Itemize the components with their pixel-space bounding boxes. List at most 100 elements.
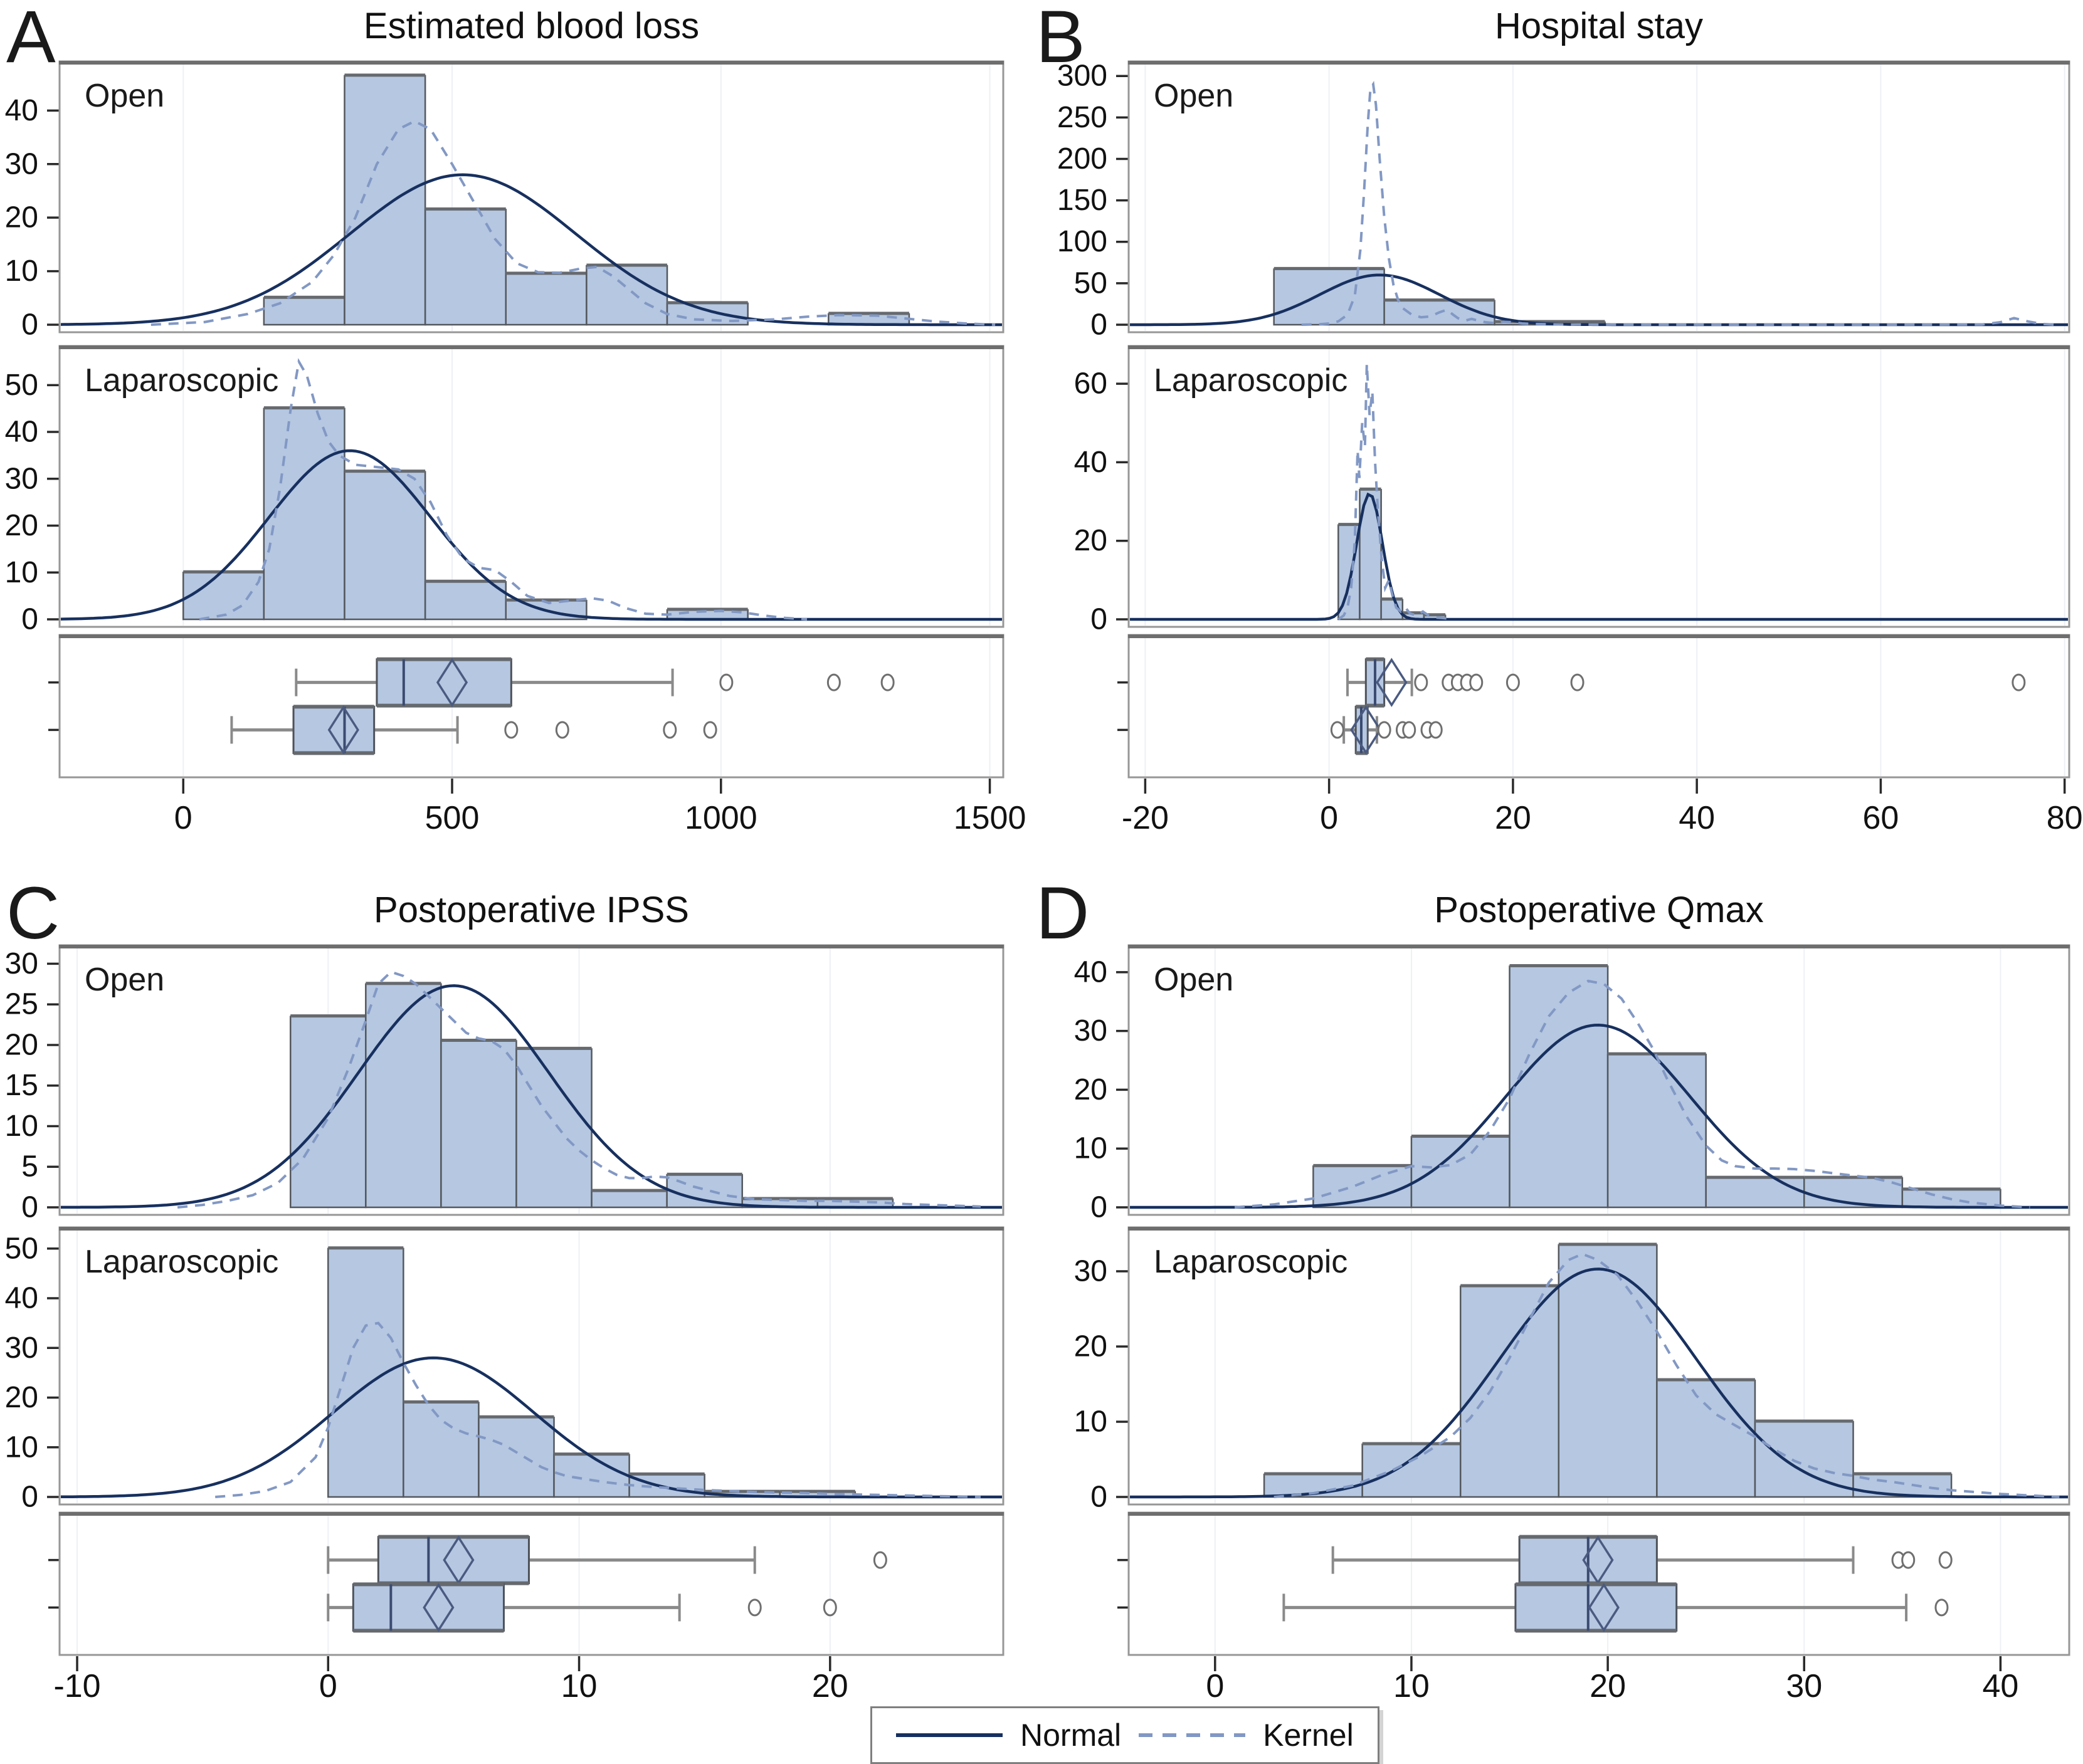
facet-a-open: 0 10 20 30 40 Open <box>5 60 1005 342</box>
y-tick-label: 40 <box>1074 955 1107 989</box>
x-tick-label: 0 <box>174 800 192 836</box>
outlier-point <box>504 721 519 739</box>
y-tick-label: 50 <box>1074 266 1107 300</box>
boxpanel-b <box>1117 634 2070 779</box>
x-tick-label: 0 <box>1320 800 1338 836</box>
y-tick-label: 300 <box>1057 60 1107 93</box>
mean-diamond-icon <box>423 1583 455 1632</box>
legend-normal-label: Normal <box>1020 1718 1122 1753</box>
y-tick-label: 10 <box>5 255 38 288</box>
y-tick-label: 40 <box>5 94 38 127</box>
mean-diamond-icon <box>1350 705 1382 755</box>
outlier-point <box>719 673 734 691</box>
x-tick-label: 20 <box>1590 1668 1626 1704</box>
kernel-curve <box>1337 364 1453 621</box>
y-tick-label: 60 <box>1074 367 1107 401</box>
panel-b-title: Hospital stay <box>1494 6 1704 46</box>
kernel-curve <box>1274 1252 2060 1498</box>
x-tick-label: 10 <box>561 1668 598 1704</box>
outlier-point <box>880 673 895 691</box>
histogram-bar <box>365 983 442 1209</box>
x-axis-c: -10 0 10 20 <box>53 1656 848 1704</box>
normal-curve <box>61 173 1002 327</box>
panel-a-plot: 0 10 20 30 40 Open 0 10 20 30 40 50 Laparoscopic 0 500… <box>5 60 1026 836</box>
x-tick-label: 0 <box>319 1668 337 1704</box>
boxplot-laparoscopic <box>1117 1582 1949 1633</box>
outlier-point <box>1469 673 1484 691</box>
histogram-bar <box>505 273 588 326</box>
mean-diamond-icon <box>1376 658 1408 707</box>
outlier-point <box>823 1599 837 1617</box>
y-tick-label: 20 <box>5 201 38 234</box>
facet-label: Open <box>85 78 164 114</box>
y-tick-label: 10 <box>5 1431 38 1464</box>
facet-d-laparoscopic: 0 10 20 30 Laparoscopic <box>1074 1226 2070 1514</box>
x-tick-label: 30 <box>1786 1668 1822 1704</box>
facet-b-laparoscopic: 0 20 40 60 Laparoscopic <box>1074 345 2070 636</box>
y-tick-label: 0 <box>1090 603 1107 636</box>
outlier-point <box>1938 1551 1953 1569</box>
histogram-bar <box>344 471 426 621</box>
outlier-point <box>1330 721 1344 739</box>
histogram-bar <box>478 1416 555 1498</box>
histogram-bar <box>424 580 507 621</box>
histogram-bar <box>1705 1177 1805 1209</box>
x-tick-label: 1500 <box>954 800 1026 836</box>
outlier-point <box>1570 673 1585 691</box>
y-tick-label: 50 <box>5 369 38 402</box>
normal-curve <box>1130 1268 2068 1499</box>
y-tick-label: 30 <box>1074 1255 1107 1288</box>
x-tick-label: 40 <box>1982 1668 2018 1704</box>
histogram-bar <box>327 1247 404 1498</box>
facet-b-open: 0 50 100 150 200 250 300 Open <box>1057 60 2070 342</box>
panel-d-letter: D <box>1036 872 1090 955</box>
boxplot-open <box>48 657 895 708</box>
outlier-point <box>1402 721 1416 739</box>
panel-c-plot: 0 5 10 15 20 25 30 Open 0 10 20 30 40 50 Laparoscopic -… <box>5 944 1005 1704</box>
y-tick-label: 20 <box>5 1028 38 1061</box>
normal-curve <box>61 449 1002 621</box>
panel-a-title: Estimated blood loss <box>363 6 700 46</box>
y-tick-label: 30 <box>5 947 38 980</box>
panel-b-letter: B <box>1036 0 1085 78</box>
histogram-bars <box>1273 266 1606 326</box>
mean-diamond-icon <box>436 658 468 707</box>
panel-d-plot: 0 10 20 30 40 Open 0 10 20 30 Laparoscopic 0 10 20 30 4… <box>1074 944 2070 1704</box>
y-tick-label: 20 <box>1074 1073 1107 1106</box>
y-tick-label: 5 <box>21 1150 38 1184</box>
histogram-bar <box>403 1402 480 1498</box>
histogram-bar <box>344 75 426 326</box>
y-tick-label: 15 <box>5 1069 38 1102</box>
y-tick-label: 40 <box>5 1282 38 1315</box>
y-tick-label: 0 <box>21 1191 38 1224</box>
kernel-line-icon <box>1139 1733 1246 1737</box>
box <box>292 705 376 754</box>
histogram-bar <box>263 297 345 326</box>
y-tick-label: 250 <box>1057 101 1107 134</box>
y-tick-label: 0 <box>21 603 38 636</box>
box <box>376 658 512 707</box>
histogram-bar <box>591 1190 668 1209</box>
histogram-bar <box>628 1474 705 1498</box>
boxplot-laparoscopic <box>48 1582 837 1633</box>
histogram-bar <box>1509 965 1609 1209</box>
facet-label: Open <box>1154 962 1233 998</box>
histogram-bar <box>440 1040 517 1209</box>
box <box>352 1583 505 1632</box>
outlier-point <box>1414 673 1428 691</box>
x-tick-label: 40 <box>1679 800 1715 836</box>
y-tick-label: 0 <box>1090 308 1107 342</box>
normal-curve <box>61 1356 1002 1499</box>
y-tick-label: 30 <box>5 462 38 495</box>
histogram-bar <box>1656 1379 1756 1498</box>
outlier-point <box>663 721 677 739</box>
kernel-curve <box>177 970 981 1209</box>
outlier-point <box>1506 673 1520 691</box>
outlier-point <box>873 1551 887 1569</box>
histogram-bars <box>327 1246 857 1498</box>
kernel-curve <box>215 1321 981 1498</box>
x-tick-label: 80 <box>2047 800 2083 836</box>
histogram-bar <box>424 209 507 326</box>
